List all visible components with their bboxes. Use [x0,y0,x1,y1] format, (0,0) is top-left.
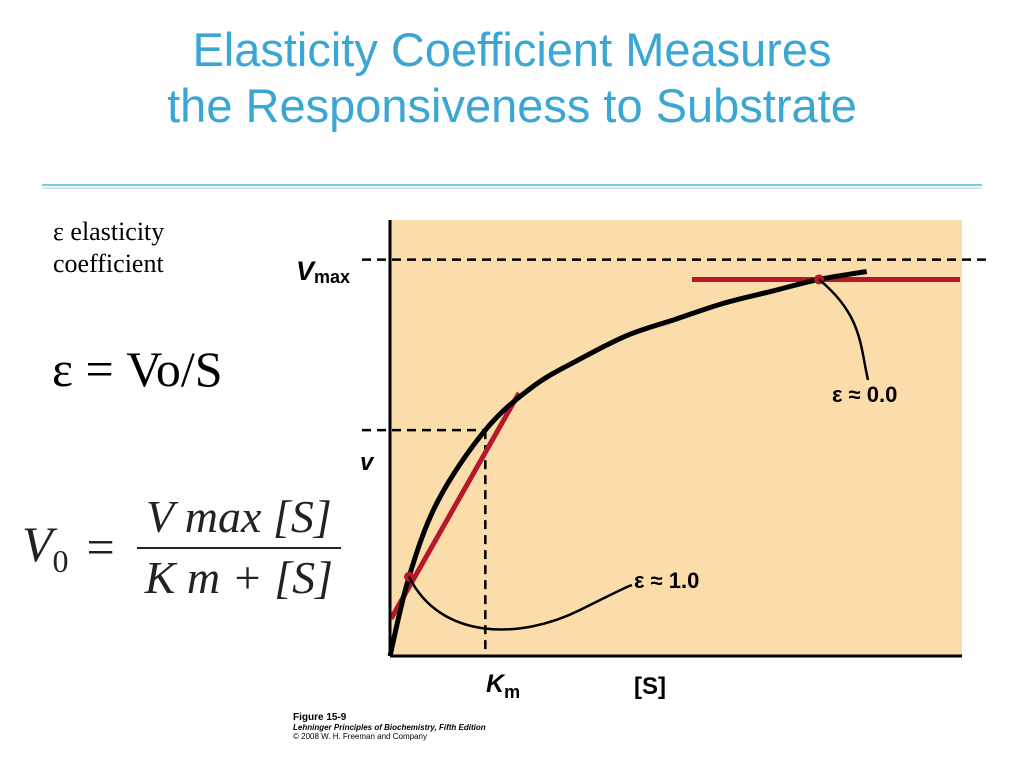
title-divider [42,184,982,186]
title-line-2: the Responsiveness to Substrate [167,79,857,132]
mm-lhs: V0 [22,515,69,580]
annotation-leaders [407,278,870,631]
leader-epsilon-zero [818,278,870,381]
caption-book-title: Lehninger Principles of Biochemistry, Fi… [293,723,486,732]
epsilon-definition: ε elasticity coefficient [53,216,164,280]
mm-lhs-subscript: 0 [52,542,69,579]
x-axis-label: [S] [634,673,666,700]
title-line-1: Elasticity Coefficient Measures [192,23,832,76]
reference-guides [362,258,988,656]
epsilon-zero-label: ε ≈ 0.0 [832,382,897,407]
epsilon-one-label: ε ≈ 1.0 [634,568,699,593]
leader-epsilon-one [407,576,633,631]
epsilon-definition-line-2: coefficient [53,249,164,278]
caption-copyright: © 2008 W. H. Freeman and Company [293,732,427,741]
mm-denominator: K m + [S] [144,552,333,603]
mm-lhs-symbol: V [22,515,53,572]
epsilon-formula: ε = Vo/S [52,341,223,397]
km-tick-label: Km [486,670,520,702]
epsilon-definition-line-1: ε elasticity [53,217,165,246]
michaelis-menten-equation: V0 = V max [S] K m + [S] [22,490,341,604]
vmax-tick-label: Vmax [296,256,350,287]
saturation-curve [387,269,868,657]
slide-title: Elasticity Coefficient Measures the Resp… [0,22,1024,134]
figure-caption: Figure 15-9 Lehninger Principles of Bioc… [293,712,486,741]
mm-numerator: V max [S] [146,491,332,542]
v-tick-label: v [360,449,375,476]
caption-figure-number: Figure 15-9 [293,712,347,723]
mm-fraction: V max [S] K m + [S] [136,490,341,604]
mm-fraction-bar [136,547,341,549]
mm-equals-sign: = [86,519,115,575]
